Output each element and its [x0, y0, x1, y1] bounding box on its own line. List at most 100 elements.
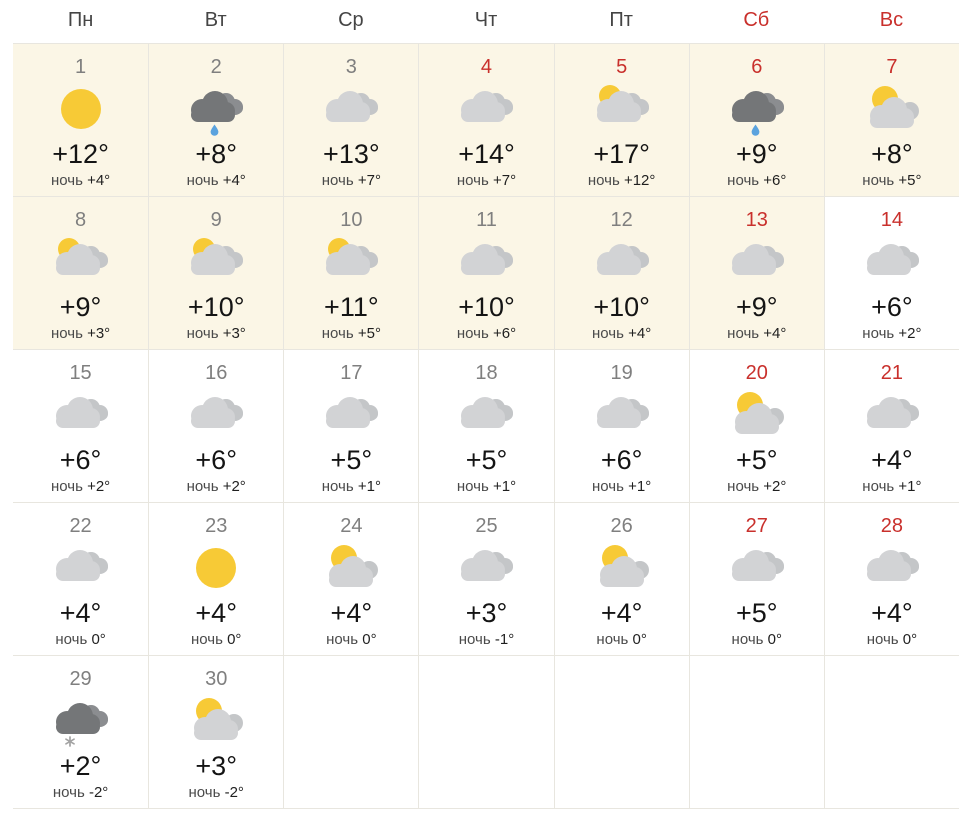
day-cell-10[interactable]: 10 +11° ночь +5° [283, 197, 419, 350]
sun-behind-clouds-icon [555, 82, 689, 138]
day-cell-25[interactable]: 25 +3° ночь -1° [418, 503, 554, 656]
weather-month-calendar: Пн Вт Ср Чт Пт Сб Вс 1 +12° ночь +4° 2 +… [13, 0, 959, 809]
day-cell-27[interactable]: 27 +5° ночь 0° [688, 503, 824, 656]
cloudy-icon [284, 388, 418, 444]
night-label: ночь [186, 325, 219, 342]
night-temperature: ночь +2° [13, 478, 148, 496]
day-cell-16[interactable]: 16 +6° ночь +2° [148, 350, 284, 503]
night-value: 0° [767, 631, 782, 648]
day-cell-7[interactable]: 7 +8° ночь +5° [823, 44, 959, 197]
day-cell-20[interactable]: 20 +5° ночь +2° [688, 350, 824, 503]
day-cell-2[interactable]: 2 +8° ночь +4° [148, 44, 284, 197]
night-label: ночь [592, 325, 624, 342]
night-label: ночь [456, 325, 489, 342]
day-number: 26 [610, 515, 633, 537]
day-cell-3[interactable]: 3 +13° ночь +7° [283, 44, 419, 197]
night-label: ночь [727, 478, 760, 495]
day-cell-13[interactable]: 13 +9° ночь +4° [688, 197, 824, 350]
night-label: ночь [731, 631, 764, 648]
cloudy-icon [825, 388, 959, 444]
night-label: ночь [592, 478, 624, 495]
sun-behind-clouds-icon [149, 235, 283, 291]
day-cell-5[interactable]: 5 +17° ночь +12° [553, 44, 689, 197]
day-cell-21[interactable]: 21 +4° ночь +1° [823, 350, 959, 503]
day-temperature: +6° [871, 292, 913, 322]
day-temperature: +10° [458, 292, 515, 322]
sun-and-cloud-icon [284, 541, 418, 597]
day-temperature: +9° [735, 139, 778, 169]
night-label: ночь [52, 784, 85, 801]
night-label: ночь [456, 172, 489, 189]
night-temperature: ночь +7° [419, 172, 553, 190]
day-cell-22[interactable]: 22 +4° ночь 0° [13, 503, 149, 656]
day-number: 19 [610, 362, 633, 384]
day-cell-30[interactable]: 30 +3° ночь -2° [148, 656, 284, 809]
day-cell-28[interactable]: 28 +4° ночь 0° [823, 503, 959, 656]
sun-icon [13, 82, 148, 138]
day-number: 16 [205, 362, 228, 384]
night-temperature: ночь 0° [690, 631, 824, 649]
night-value: 0° [362, 631, 377, 648]
night-label: ночь [55, 631, 88, 648]
night-label: ночь [50, 478, 83, 495]
day-cell-12[interactable]: 12 +10° ночь +4° [553, 197, 689, 350]
day-cell-18[interactable]: 18 +5° ночь +1° [418, 350, 554, 503]
night-value: +1° [898, 478, 922, 495]
night-value: +4° [628, 325, 652, 342]
day-number: 25 [475, 515, 498, 537]
day-cell-8[interactable]: 8 +9° ночь +3° [13, 197, 149, 350]
day-cell-11[interactable]: 11 +10° ночь +6° [418, 197, 554, 350]
night-value: +7° [357, 172, 381, 189]
night-value: +7° [492, 172, 517, 189]
day-cell-29[interactable]: 29 +2° ночь -2° [13, 656, 149, 809]
day-number: 10 [340, 209, 363, 231]
day-cell-4[interactable]: 4 +14° ночь +7° [418, 44, 554, 197]
days-grid: 1 +12° ночь +4° 2 +8° ночь +4° 3 +13° но… [13, 44, 959, 809]
day-cell-14[interactable]: 14 +6° ночь +2° [823, 197, 959, 350]
day-temperature: +8° [871, 139, 913, 169]
night-label: ночь [321, 172, 354, 189]
day-cell-9[interactable]: 9 +10° ночь +3° [148, 197, 284, 350]
night-temperature: ночь +1° [284, 478, 418, 496]
night-temperature: ночь +4° [555, 325, 689, 343]
night-value: 0° [632, 631, 647, 648]
day-cell-23[interactable]: 23 +4° ночь 0° [148, 503, 284, 656]
night-temperature: ночь +3° [13, 325, 148, 343]
day-cell-19[interactable]: 19 +6° ночь +1° [553, 350, 689, 503]
day-number: 15 [69, 362, 92, 384]
night-label: ночь [186, 172, 219, 189]
rain-cloud-icon [690, 82, 824, 138]
sun-and-cloud-icon [555, 541, 689, 597]
empty-day-cell [553, 656, 689, 809]
night-temperature: ночь +1° [825, 478, 959, 496]
day-number: 1 [75, 56, 87, 78]
day-cell-1[interactable]: 1 +12° ночь +4° [13, 44, 149, 197]
day-number: 30 [205, 668, 228, 690]
night-label: ночь [458, 631, 491, 648]
rain-cloud-icon [149, 82, 283, 138]
night-value: 0° [227, 631, 242, 648]
night-label: ночь [727, 172, 760, 189]
day-cell-17[interactable]: 17 +5° ночь +1° [283, 350, 419, 503]
cloudy-icon [690, 541, 824, 597]
night-temperature: ночь +2° [825, 325, 959, 343]
cloudy-icon [13, 541, 148, 597]
day-number: 8 [75, 209, 87, 231]
day-number: 5 [616, 56, 628, 78]
night-label: ночь [596, 631, 629, 648]
day-number: 18 [475, 362, 498, 384]
night-value: +6° [763, 172, 787, 189]
day-temperature: +8° [195, 139, 237, 169]
night-value: +4° [763, 325, 787, 342]
day-cell-24[interactable]: 24 +4° ночь 0° [283, 503, 419, 656]
day-cell-6[interactable]: 6 +9° ночь +6° [688, 44, 824, 197]
night-value: +3° [222, 325, 246, 342]
night-value: -2° [88, 784, 109, 801]
night-temperature: ночь 0° [555, 631, 689, 649]
cloudy-icon [825, 235, 959, 291]
night-label: ночь [456, 478, 489, 495]
day-number: 21 [880, 362, 904, 384]
night-value: +2° [222, 478, 246, 495]
day-cell-26[interactable]: 26 +4° ночь 0° [553, 503, 689, 656]
day-cell-15[interactable]: 15 +6° ночь +2° [13, 350, 149, 503]
